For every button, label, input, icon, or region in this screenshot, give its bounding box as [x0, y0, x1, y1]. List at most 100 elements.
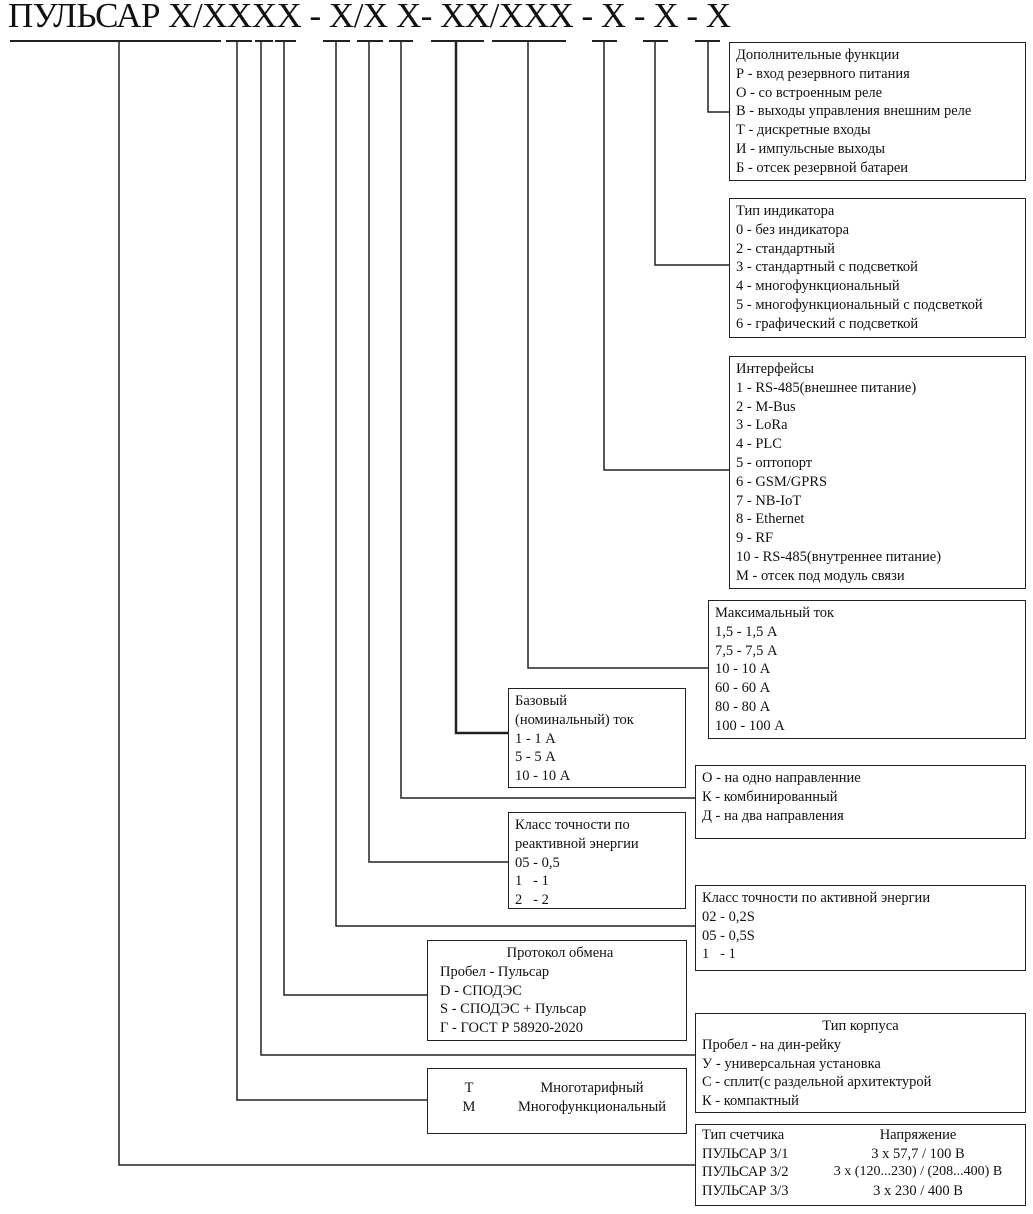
leader-tariff: [236, 41, 427, 1101]
leader-indicator: [654, 41, 729, 266]
meter-header: Тип счетчика Напряжение: [702, 1126, 1019, 1145]
meter-type: ПУЛЬСАР 3/3: [702, 1182, 789, 1199]
box-reactive-accuracy: Класс точности по реактивной энергии 05 …: [508, 812, 686, 909]
box-extra-functions: Дополнительные функции Р - вход резервно…: [729, 42, 1026, 181]
meter-voltage: 3 x (120...230) / (208...400) В: [833, 1164, 1003, 1179]
list-item: 2 - стандартный: [736, 240, 835, 257]
list-item: К - комбинированный: [702, 788, 838, 805]
leader-base-current: [454, 41, 508, 735]
box-tariff: Т Многотарифный М Многофункциональный: [427, 1068, 687, 1134]
list-item: 4 - PLC: [736, 436, 782, 453]
list-item: 5 - 5 А: [515, 749, 556, 766]
box-heading: Интерфейсы: [736, 361, 815, 377]
list-item: 05 - 0,5: [515, 854, 560, 871]
list-item: Р - вход резервного питания: [736, 65, 910, 82]
column-header: Напряжение: [879, 1127, 957, 1143]
list-item: У - универсальная установка: [702, 1055, 881, 1072]
box-heading: Базовый: [515, 693, 568, 709]
list-item: И - импульсные выходы: [736, 140, 885, 157]
list-item: D - СПОДЭС: [440, 982, 522, 999]
list-item: 2 - 2: [515, 892, 549, 909]
list-item: 5 - многофункциональный с подсветкой: [736, 296, 983, 313]
list-item: 9 - RF: [736, 530, 774, 547]
tariff-label: Многотарифный: [540, 1080, 644, 1096]
tariff-label: Многофункциональный: [517, 1098, 667, 1115]
box-protocol: Протокол обмена Пробел - Пульсар D - СПО…: [427, 940, 687, 1041]
box-meter-type: Тип счетчика Напряжение ПУЛЬСАР 3/1 3 x …: [695, 1124, 1026, 1206]
meter-row: ПУЛЬСАР 3/3 3 x 230 / 400 В: [702, 1182, 1019, 1201]
list-item: 1 - RS-485(внешнее питание): [736, 379, 917, 396]
list-item: К - компактный: [702, 1093, 799, 1110]
leader-case: [260, 41, 695, 1056]
tariff-row: М Многофункциональный: [434, 1098, 680, 1117]
leader-protocol: [283, 41, 427, 996]
box-heading: Максимальный ток: [715, 605, 835, 621]
list-item: 60 - 60 А: [715, 680, 771, 697]
list-item: 1 - 1: [702, 946, 736, 963]
list-item: 10 - RS-485(внутреннее питание): [736, 548, 942, 565]
leader-reactive: [368, 41, 508, 863]
box-heading: Тип индикатора: [736, 203, 835, 219]
box-heading: Класс точности по активной энергии: [702, 890, 931, 906]
list-item: В - выходы управления внешним реле: [736, 103, 972, 120]
leader-meter: [118, 41, 695, 1166]
list-item: 02 - 0,2S: [702, 908, 755, 925]
box-interfaces: Интерфейсы 1 - RS-485(внешнее питание) 2…: [729, 356, 1026, 589]
box-heading: Тип корпуса: [822, 1018, 899, 1034]
box-case-type: Тип корпуса Пробел - на дин-рейку У - ун…: [695, 1013, 1026, 1113]
meter-row: ПУЛЬСАР 3/1 3 x 57,7 / 100 В: [702, 1145, 1019, 1164]
box-heading: (номинальный) ток: [515, 711, 634, 728]
box-heading: реактивной энергии: [515, 835, 639, 852]
list-item: 1,5 - 1,5 А: [715, 623, 778, 640]
list-item: 10 - 10 А: [515, 768, 571, 785]
list-item: 8 - Ethernet: [736, 511, 805, 528]
box-max-current: Максимальный ток 1,5 - 1,5 А 7,5 - 7,5 А…: [708, 600, 1026, 739]
tariff-code: Т: [464, 1080, 474, 1096]
list-item: 7,5 - 7,5 А: [715, 642, 778, 659]
box-base-current: Базовый (номинальный) ток 1 - 1 А 5 - 5 …: [508, 688, 686, 788]
meter-type: ПУЛЬСАР 3/2: [702, 1164, 789, 1180]
list-item: 80 - 80 А: [715, 698, 771, 715]
leader-interfaces: [603, 41, 729, 471]
list-item: Д - на два направления: [702, 807, 844, 824]
list-item: 6 - GSM/GPRS: [736, 473, 828, 490]
list-item: 1 - 1: [515, 873, 549, 890]
leader-active: [335, 41, 695, 927]
box-direction: О - на одно направленние К - комбинирова…: [695, 765, 1026, 839]
list-item: 05 - 0,5S: [702, 927, 755, 944]
list-item: S - СПОДЭС + Пульсар: [440, 1001, 587, 1018]
list-item: Пробел - Пульсар: [440, 963, 550, 980]
list-item: М - отсек под модуль связи: [736, 567, 905, 584]
box-heading: Дополнительные функции: [736, 47, 900, 63]
list-item: О - со встроенным реле: [736, 84, 883, 101]
list-item: 6 - графический с подсветкой: [736, 315, 919, 332]
list-item: 1 - 1 А: [515, 730, 556, 747]
list-item: 100 - 100 А: [715, 717, 785, 734]
meter-voltage: 3 x 57,7 / 100 В: [871, 1145, 965, 1162]
leader-max-current: [527, 41, 708, 669]
box-indicator: Тип индикатора 0 - без индикатора 2 - ст…: [729, 198, 1026, 338]
tariff-code: М: [462, 1098, 476, 1115]
list-item: С - сплит(с раздельной архитектурой: [702, 1074, 932, 1091]
list-item: 3 - LoRa: [736, 417, 788, 434]
column-header: Тип счетчика: [702, 1127, 785, 1143]
meter-row: ПУЛЬСАР 3/2 3 x (120...230) / (208...400…: [702, 1163, 1019, 1182]
list-item: Г - ГОСТ Р 58920-2020: [440, 1020, 584, 1037]
box-active-accuracy: Класс точности по активной энергии 02 - …: [695, 885, 1026, 971]
box-heading: Класс точности по: [515, 817, 630, 833]
designation-title: ПУЛЬСАР X/XXXX - X/X X- XX/XXX - X - X -…: [8, 0, 731, 35]
leader-extra: [707, 41, 729, 113]
list-item: Т - дискретные входы: [736, 122, 871, 139]
list-item: Пробел - на дин-рейку: [702, 1036, 841, 1053]
list-item: О - на одно направленние: [702, 770, 861, 786]
list-item: Б - отсек резервной батареи: [736, 159, 909, 176]
list-item: 5 - оптопорт: [736, 454, 813, 471]
leader-direction: [400, 41, 695, 799]
list-item: 0 - без индикатора: [736, 221, 850, 238]
tariff-row: Т Многотарифный: [434, 1079, 680, 1098]
list-item: 3 - стандартный с подсветкой: [736, 259, 918, 276]
list-item: 4 - многофункциональный: [736, 278, 900, 295]
list-item: 10 - 10 А: [715, 661, 771, 678]
